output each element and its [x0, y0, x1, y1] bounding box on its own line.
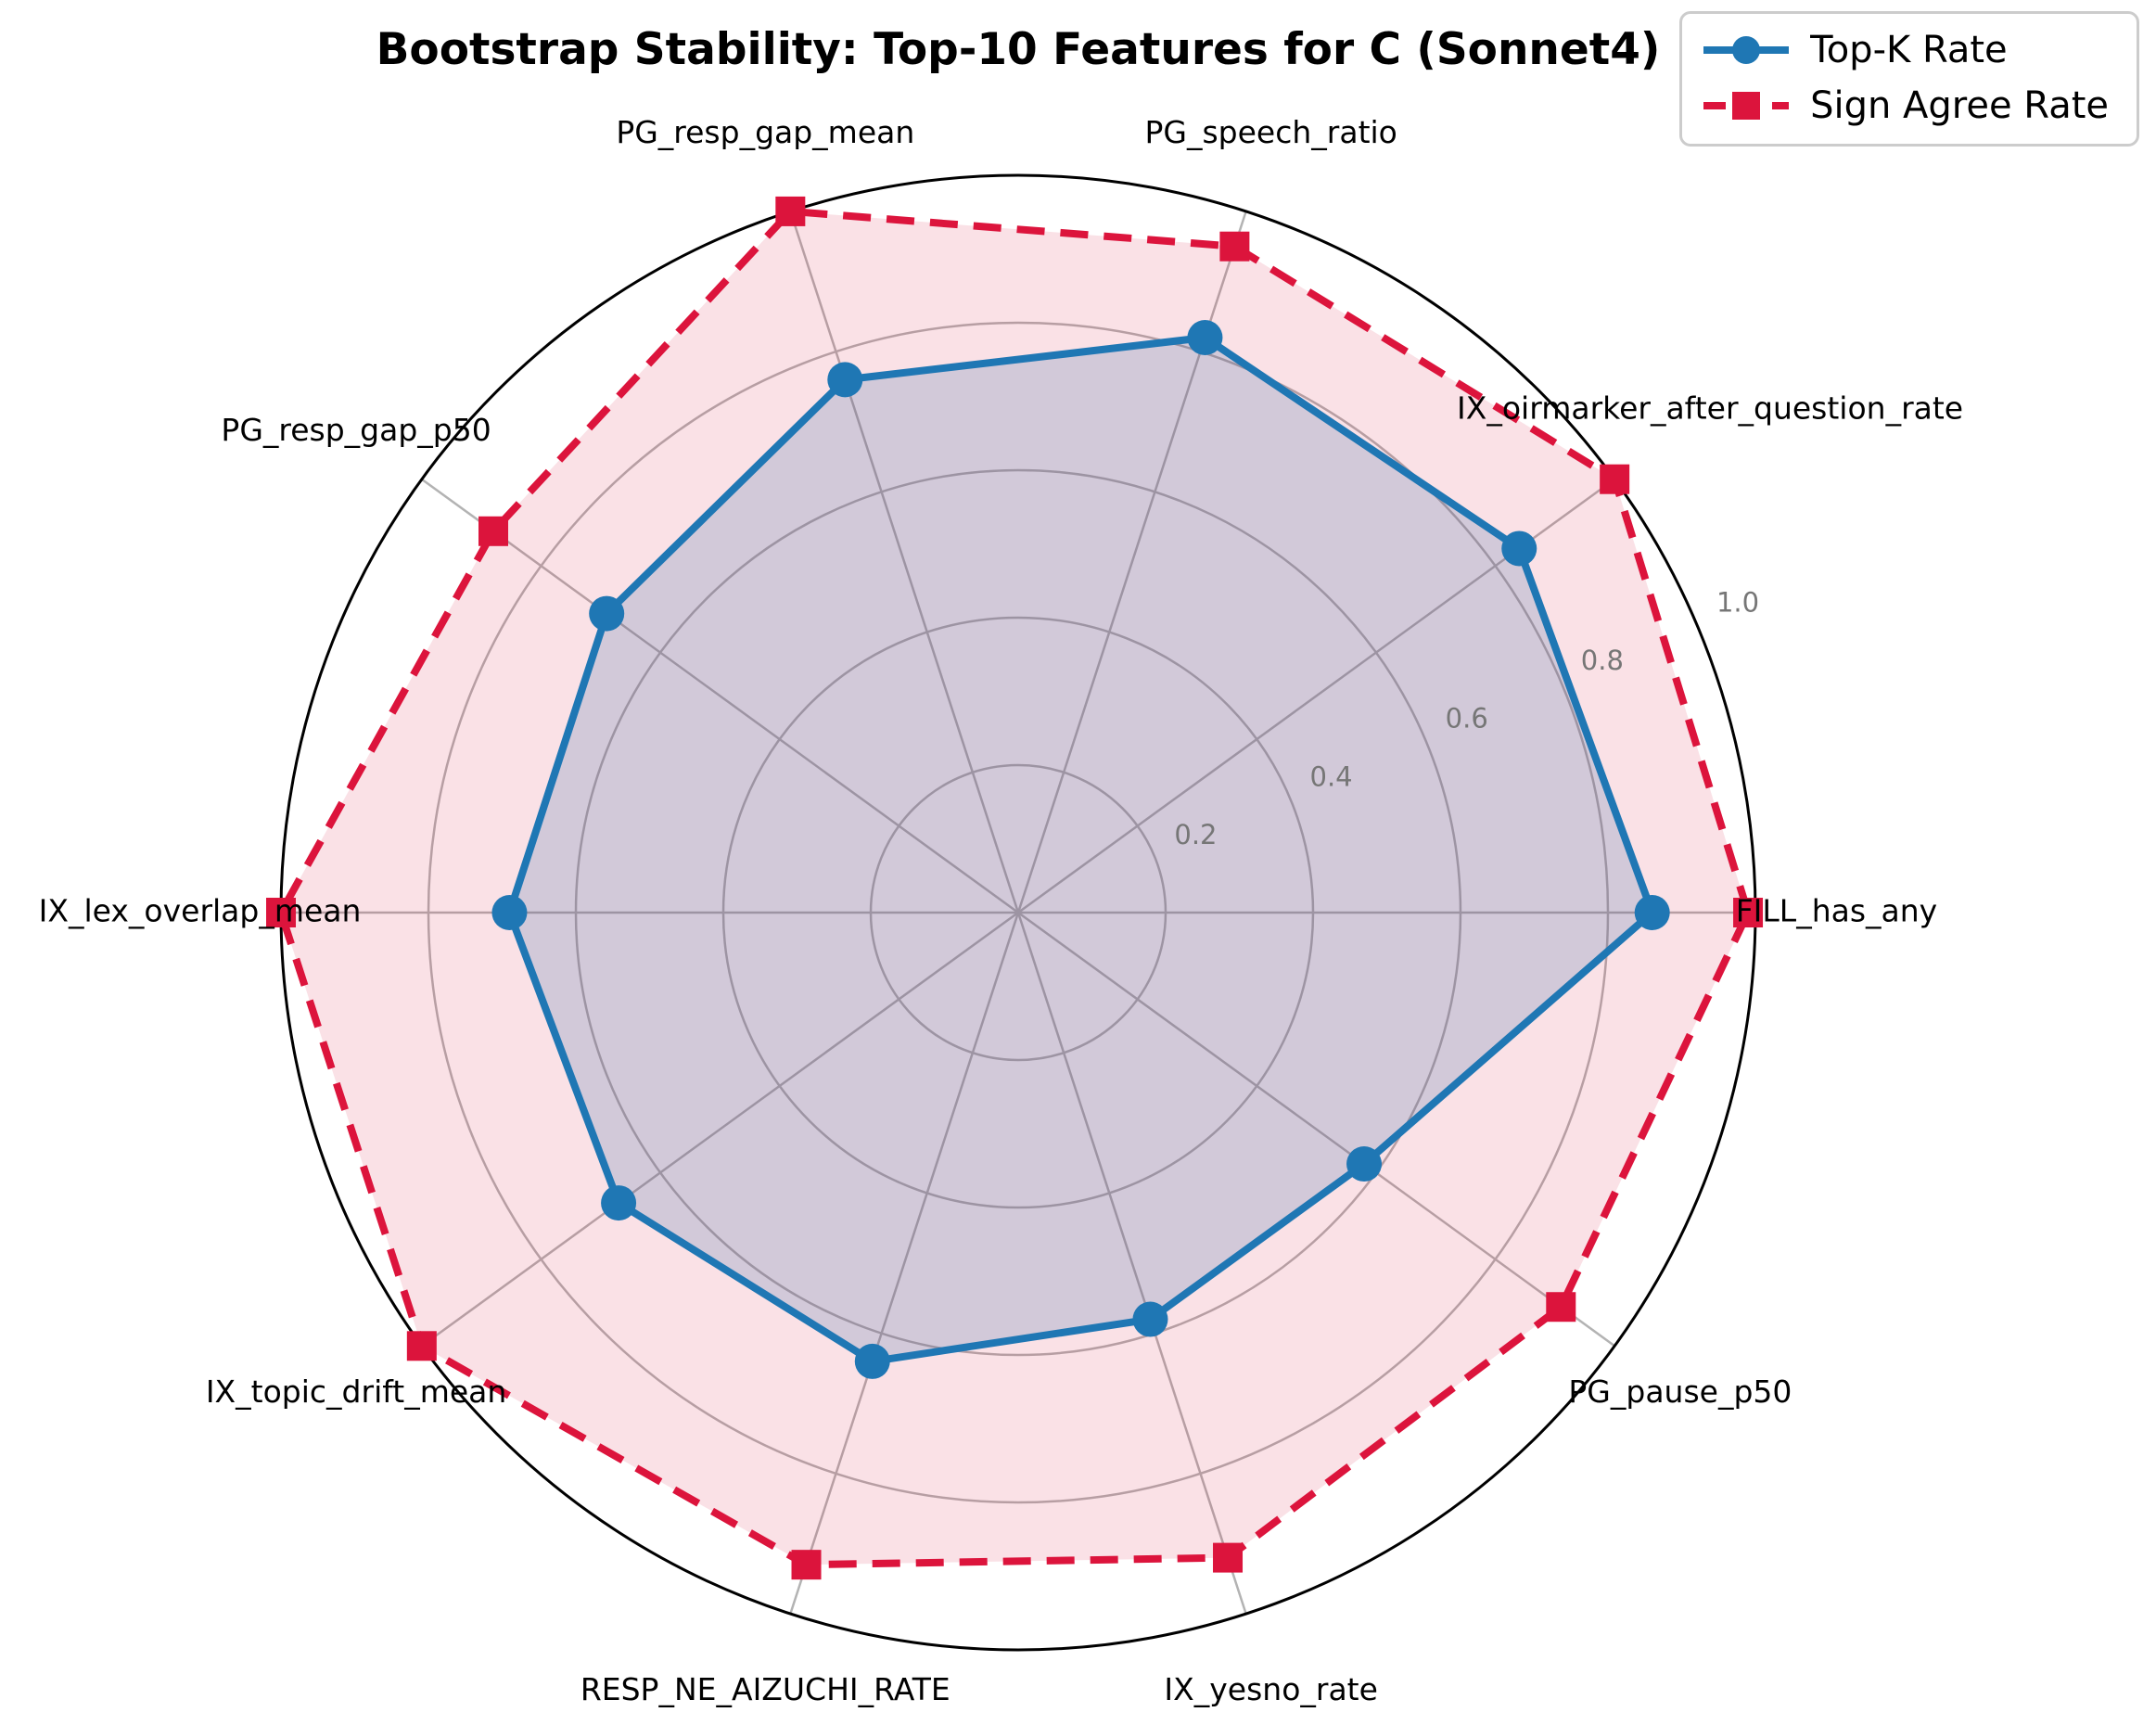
marker-sign-agree-rate — [266, 898, 296, 927]
marker-top-k-rate — [601, 1185, 637, 1221]
radial-tick-label: 0.8 — [1581, 645, 1624, 676]
axis-label-PG_speech_ratio: PG_speech_ratio — [1145, 114, 1397, 150]
marker-top-k-rate — [827, 362, 863, 398]
marker-sign-agree-rate — [478, 516, 509, 546]
radial-tick-label: 0.6 — [1446, 703, 1488, 735]
axis-label-IX_yesno_rate: IX_yesno_rate — [1164, 1671, 1378, 1707]
legend: Top-K Rate Sign Agree Rate — [1679, 11, 2139, 147]
series-fill-sign-agree-rate — [281, 211, 1749, 1565]
grid-spoke — [789, 912, 1020, 1615]
axis-label-PG_resp_gap_p50: PG_resp_gap_p50 — [221, 412, 491, 448]
series-fill-top-k-rate — [509, 338, 1652, 1361]
grid-spoke — [1017, 911, 1615, 1348]
legend-dash-square-marker — [1703, 92, 1790, 120]
marker-sign-agree-rate — [1600, 464, 1630, 494]
chart-title: Bootstrap Stability: Top-10 Features for… — [376, 24, 1661, 75]
grid-spoke — [421, 478, 1019, 914]
legend-label: Top-K Rate — [1810, 29, 2008, 71]
axis-label-IX_oirmarker_after_question_rate: IX_oirmarker_after_question_rate — [1457, 390, 1963, 426]
marker-sign-agree-rate — [791, 1550, 822, 1580]
marker-top-k-rate — [1634, 895, 1670, 930]
marker-top-k-rate — [1346, 1146, 1383, 1182]
radial-tick-label: 0.4 — [1310, 760, 1353, 792]
grid-spoke — [421, 911, 1019, 1348]
axis-label-PG_pause_p50: PG_pause_p50 — [1568, 1374, 1792, 1410]
grid-spoke — [789, 211, 1020, 914]
series-line-sign-agree-rate — [277, 207, 1753, 1569]
marker-sign-agree-rate — [775, 196, 806, 226]
axis-label-IX_lex_overlap_mean: IX_lex_overlap_mean — [39, 893, 362, 929]
axis-label-PG_resp_gap_mean: PG_resp_gap_mean — [616, 114, 914, 150]
marker-top-k-rate — [491, 895, 528, 930]
marker-sign-agree-rate — [406, 1331, 437, 1361]
marker-top-k-rate — [1132, 1301, 1168, 1337]
grid-spoke — [1016, 912, 1247, 1615]
radial-tick-label: 0.2 — [1174, 819, 1217, 850]
legend-item-top-k-rate: Top-K Rate — [1699, 29, 2109, 71]
marker-sign-agree-rate — [1213, 1542, 1244, 1573]
radial-tick-label: 1.0 — [1716, 586, 1759, 618]
marker-top-k-rate — [854, 1343, 890, 1379]
marker-top-k-rate — [1187, 320, 1223, 356]
marker-top-k-rate — [1501, 530, 1537, 567]
axis-label-IX_topic_drift_mean: IX_topic_drift_mean — [206, 1374, 506, 1410]
marker-sign-agree-rate — [1733, 898, 1764, 927]
legend-label: Sign Agree Rate — [1810, 84, 2109, 127]
legend-line-circle-marker — [1703, 36, 1790, 64]
marker-top-k-rate — [589, 595, 625, 632]
legend-item-sign-agree-rate: Sign Agree Rate — [1699, 84, 2109, 127]
axis-label-FILL_has_any: FILL_has_any — [1736, 893, 1937, 929]
axis-label-RESP_NE_AIZUCHI_RATE: RESP_NE_AIZUCHI_RATE — [580, 1671, 950, 1707]
marker-sign-agree-rate — [1219, 231, 1250, 262]
marker-sign-agree-rate — [1546, 1292, 1576, 1322]
